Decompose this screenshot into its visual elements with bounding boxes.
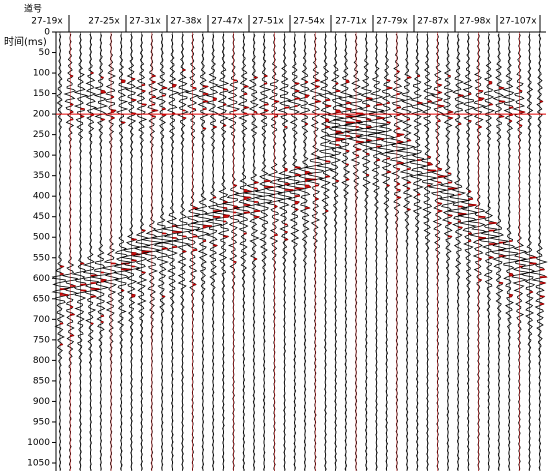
wiggle-trace [222, 33, 244, 471]
time-axis-label: 时间(ms) [4, 35, 47, 48]
trace-label: 27-79x [376, 17, 408, 27]
trace-label: 27-47x [211, 17, 243, 27]
trace-label: 27-19x [31, 17, 63, 27]
y-tick-label: 200 [33, 110, 50, 120]
wiggle-trace [255, 33, 276, 471]
wiggle-trace [161, 33, 182, 471]
wiggle-trace [71, 33, 89, 471]
trace-label: 27-51x [252, 17, 284, 27]
y-tick-label: 500 [33, 233, 50, 243]
trace-label: 27-31x [129, 17, 161, 27]
wiggle-trace [365, 33, 387, 471]
y-tick-label: 250 [33, 130, 50, 140]
y-tick-label: 750 [33, 335, 50, 345]
y-tick-label: 650 [33, 294, 50, 304]
y-tick-label: 450 [33, 212, 50, 222]
wiggle-trace [375, 33, 397, 471]
wiggle-trace [121, 33, 142, 471]
wiggle-trace [409, 33, 427, 471]
wiggle-trace [326, 33, 346, 471]
y-tick-label: 800 [33, 356, 50, 366]
y-tick-label: 150 [33, 89, 50, 99]
wiggle-trace [82, 33, 100, 471]
y-tick-label: 850 [33, 376, 50, 386]
wiggle-trace [305, 33, 324, 471]
y-tick-label: 600 [33, 274, 50, 284]
wiggle-trace [489, 33, 509, 471]
y-tick-label: 0 [44, 28, 50, 38]
wiggle-trace [397, 34, 418, 471]
y-tick-label: 400 [33, 192, 50, 202]
wiggle-trace [438, 33, 458, 471]
trace-label: 27-87x [417, 17, 449, 27]
y-tick-label: 550 [33, 253, 50, 263]
trace-label: 27-98x [459, 17, 491, 27]
y-tick-label: 100 [33, 69, 50, 79]
wiggle-trace [277, 33, 294, 471]
trace-label: 27-38x [170, 17, 202, 27]
traces [51, 32, 548, 471]
y-tick-label: 700 [33, 315, 50, 325]
wiggle-trace [385, 33, 406, 471]
wiggle-trace [343, 33, 366, 471]
wiggle-trace [232, 33, 252, 471]
y-tick-label: 950 [33, 417, 50, 427]
wiggle-trace [529, 33, 548, 471]
wiggle-trace [213, 34, 231, 471]
y-tick-label: 350 [33, 171, 50, 181]
wiggle-trace [284, 33, 304, 471]
trace-axis-label: 道号 [24, 3, 42, 15]
y-tick-label: 50 [39, 48, 51, 58]
y-tick-label: 1000 [27, 438, 50, 448]
trace-label: 27-107x [499, 17, 537, 27]
wiggle-trace [458, 33, 478, 471]
wiggle-trace [191, 33, 214, 471]
y-tick-label: 900 [33, 397, 50, 407]
trace-label: 27-54x [293, 17, 325, 27]
wiggle-trace [296, 33, 317, 471]
trace-label: 27-25x [88, 17, 120, 27]
trace-label: 27-71x [335, 17, 367, 27]
wiggle-trace [151, 33, 174, 471]
wiggle-trace [447, 33, 470, 471]
wiggle-trace [468, 33, 489, 471]
y-tick-label: 300 [33, 151, 50, 161]
wiggle-trace [417, 33, 437, 471]
wiggle-trace [478, 33, 499, 471]
y-tick-label: 1050 [27, 459, 50, 469]
